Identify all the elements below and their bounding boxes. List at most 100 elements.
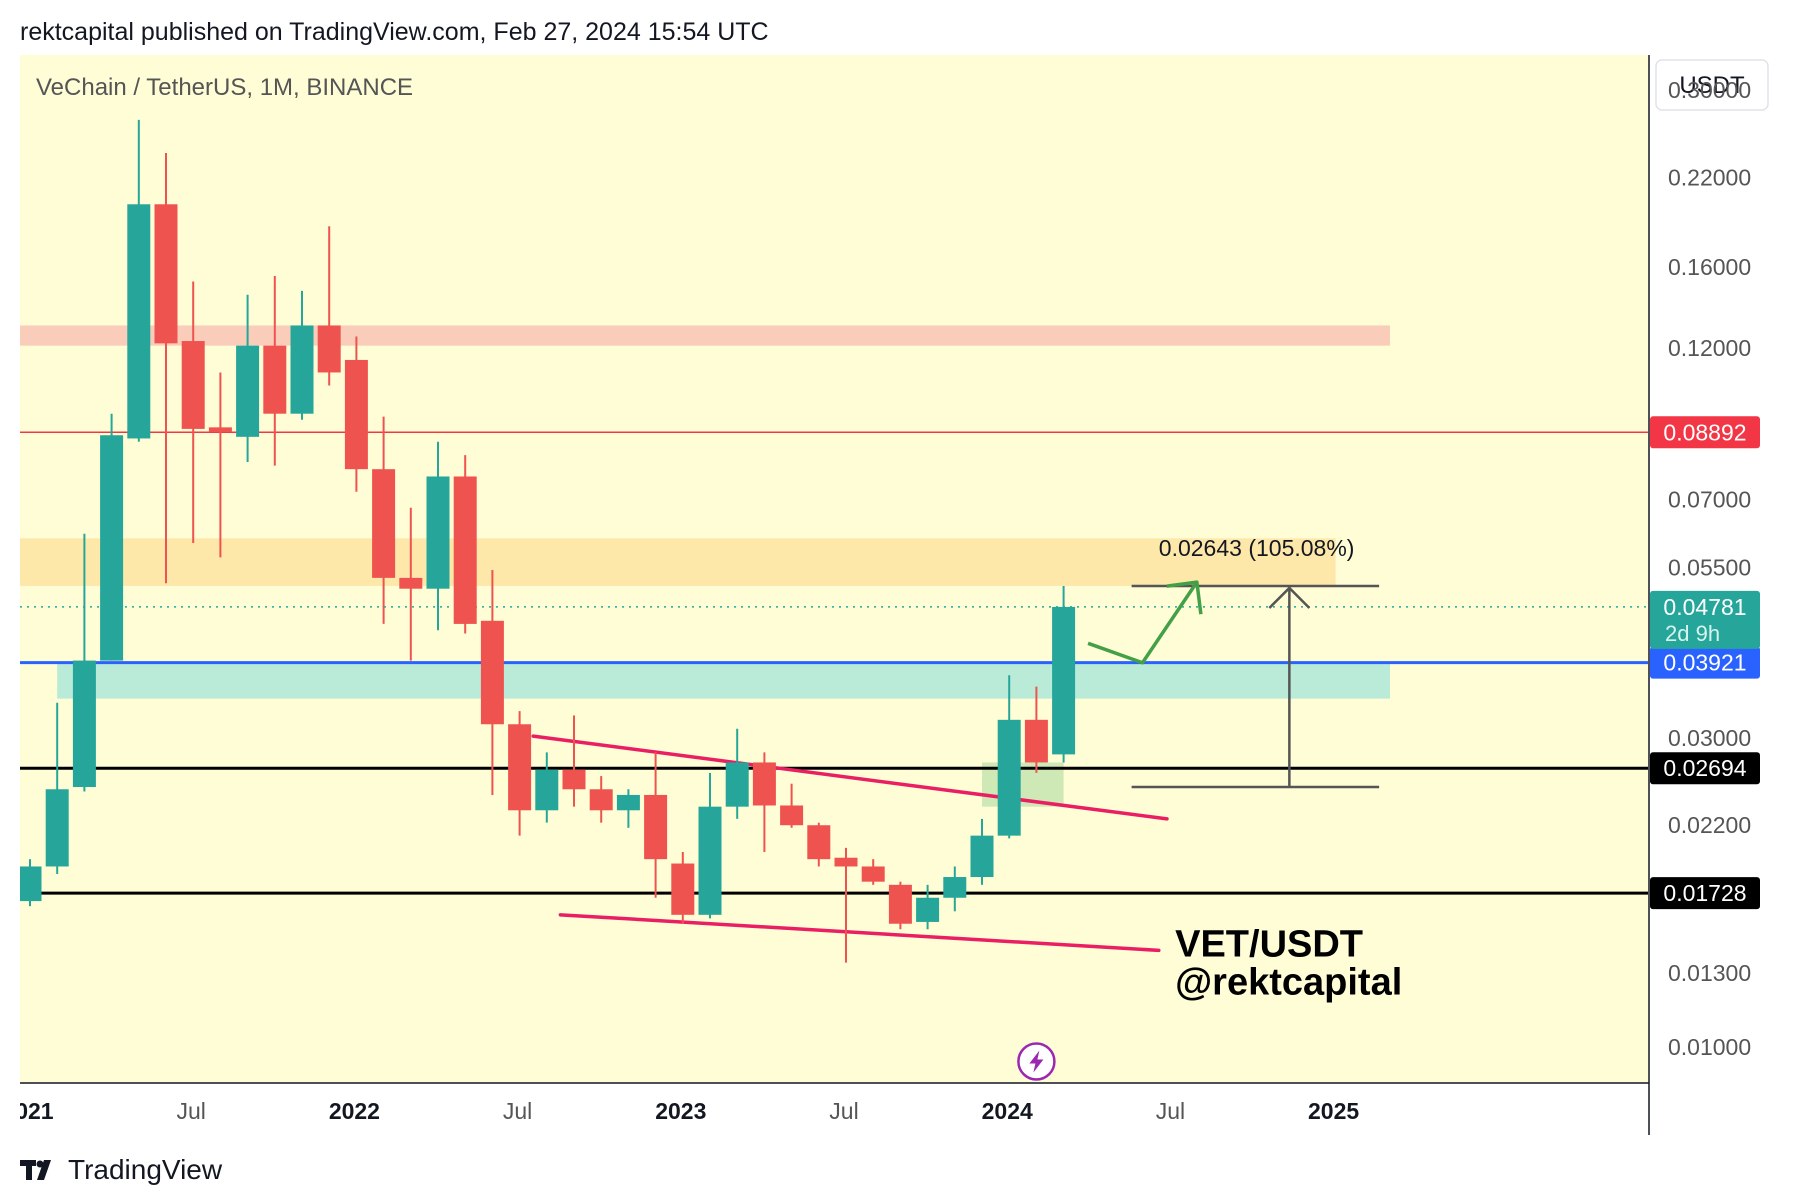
y-tick-label: 0.01000: [1668, 1034, 1751, 1060]
y-tick-label: 0.03000: [1668, 725, 1751, 751]
candle-body: [399, 577, 423, 589]
candle-2023-10: [916, 884, 940, 930]
price-label-text: 0.01728: [1663, 880, 1746, 906]
price-label-bg: [1650, 752, 1760, 785]
tradingview-logo[interactable]: TradingView: [20, 1154, 222, 1186]
upper-trendline: [531, 734, 1169, 821]
y-tick-label: 0.05500: [1668, 554, 1751, 580]
candle-2023-07: [834, 847, 858, 963]
price-label-0.01728: 0.01728: [1650, 877, 1760, 910]
candle-2022-02: [372, 416, 396, 624]
candle-2023-12: [970, 818, 994, 885]
chart-container[interactable]: 0.02643 (105.08%) VET/USDT @rektcapital Ve…: [2, 55, 1772, 1135]
x-tick-label: Jul: [1156, 1098, 1185, 1124]
candle-body: [317, 325, 341, 373]
price-chart[interactable]: 0.02643 (105.08%) VET/USDT@rektcapital Ve…: [2, 55, 1772, 1135]
candle-2023-02: [698, 772, 722, 919]
candle-2024-01: [997, 675, 1021, 839]
candle-2022-09: [562, 715, 586, 807]
candle-2024-03: [1052, 585, 1076, 763]
price-label-bg: [1650, 646, 1760, 679]
candle-2021-05: [127, 119, 151, 442]
candle-2023-08: [861, 859, 885, 885]
candle-2022-12: [644, 752, 668, 898]
chart-title: VeChain / TetherUS, 1M, BINANCE: [36, 74, 413, 101]
candle-body: [807, 825, 831, 860]
candle-body: [290, 325, 314, 414]
candle-body: [752, 762, 776, 806]
tradingview-logo-icon: [20, 1160, 51, 1180]
x-tick-label: Jul: [829, 1098, 858, 1124]
x-tick-label: 2021: [20, 1098, 54, 1124]
candle-2022-03: [399, 507, 423, 661]
price-label-0.02694: 0.02694: [1650, 752, 1760, 785]
candle-body: [154, 204, 178, 344]
candle-2021-06: [154, 152, 178, 584]
candle-body: [834, 857, 858, 867]
candle-2021-12: [317, 226, 341, 386]
y-tick-label: 0.12000: [1668, 335, 1751, 361]
candle-2022-01: [344, 336, 368, 492]
candle-2023-06: [807, 822, 831, 867]
candle-body: [970, 835, 994, 878]
candle-2022-11: [616, 789, 640, 828]
candle-body: [997, 719, 1021, 836]
annotation-author: @rektcapital: [1175, 961, 1402, 1003]
candle-body: [372, 469, 396, 578]
candle-2023-09: [888, 881, 912, 930]
candle-body: [127, 204, 151, 439]
candle-2023-03: [725, 728, 749, 819]
candle-body: [916, 897, 940, 922]
candle-body: [18, 866, 42, 902]
candle-body: [344, 359, 368, 470]
candle-body: [236, 345, 260, 437]
x-tick-label: 2022: [329, 1098, 380, 1124]
candle-body: [780, 805, 804, 826]
lightning-icon-bolt: [1029, 1050, 1044, 1073]
publish-header: rektcapital published on TradingView.com…: [20, 18, 769, 46]
candle-2023-05: [780, 783, 804, 828]
currency-button[interactable]: USDT: [1655, 59, 1769, 111]
price-label-0.08892: 0.08892: [1650, 416, 1760, 449]
time-axis-background: [20, 1083, 1648, 1135]
lower-trendline: [558, 913, 1161, 953]
y-tick-label: 0.01300: [1668, 960, 1751, 986]
candle-body: [1024, 719, 1048, 763]
currency-button-label: USDT: [1679, 72, 1745, 99]
y-tick-label: 0.16000: [1668, 254, 1751, 280]
price-label-bg: [1650, 416, 1760, 449]
candle-body: [535, 769, 559, 811]
x-tick-label: Jul: [503, 1098, 532, 1124]
x-tick-label: 2023: [655, 1098, 706, 1124]
annotation-pair: VET/USDT: [1175, 923, 1363, 965]
candle-2021-01: [18, 859, 42, 907]
candle-body: [888, 884, 912, 924]
candle-body: [616, 794, 640, 811]
candle-body: [943, 877, 967, 898]
candle-body: [562, 769, 586, 790]
candle-2021-08: [208, 372, 232, 558]
candle-body: [698, 806, 722, 915]
candle-body: [72, 660, 96, 788]
x-tick-label: Jul: [176, 1098, 205, 1124]
price-label-0.03921: 0.03921: [1650, 646, 1760, 679]
candle-2021-07: [181, 281, 205, 543]
candle-2021-02: [45, 702, 69, 874]
support-zone: [57, 662, 1391, 699]
x-tick-label: 2024: [982, 1098, 1033, 1124]
candle-2022-06: [480, 570, 504, 795]
price-label-text: 0.08892: [1663, 419, 1746, 445]
lightning-icon[interactable]: [1017, 1042, 1056, 1081]
measure-label: 0.02643 (105.08%): [1159, 535, 1355, 561]
candle-body: [1052, 606, 1076, 755]
candle-2021-09: [236, 294, 260, 463]
candle-body: [208, 427, 232, 433]
candle-2022-07: [508, 711, 532, 836]
candle-2021-04: [100, 413, 124, 661]
y-tick-label: 0.02200: [1668, 812, 1751, 838]
x-tick-label: 2025: [1308, 1098, 1359, 1124]
upper-resistance-zone: [20, 325, 1390, 346]
candle-body: [263, 345, 287, 414]
candle-2022-08: [535, 752, 559, 823]
